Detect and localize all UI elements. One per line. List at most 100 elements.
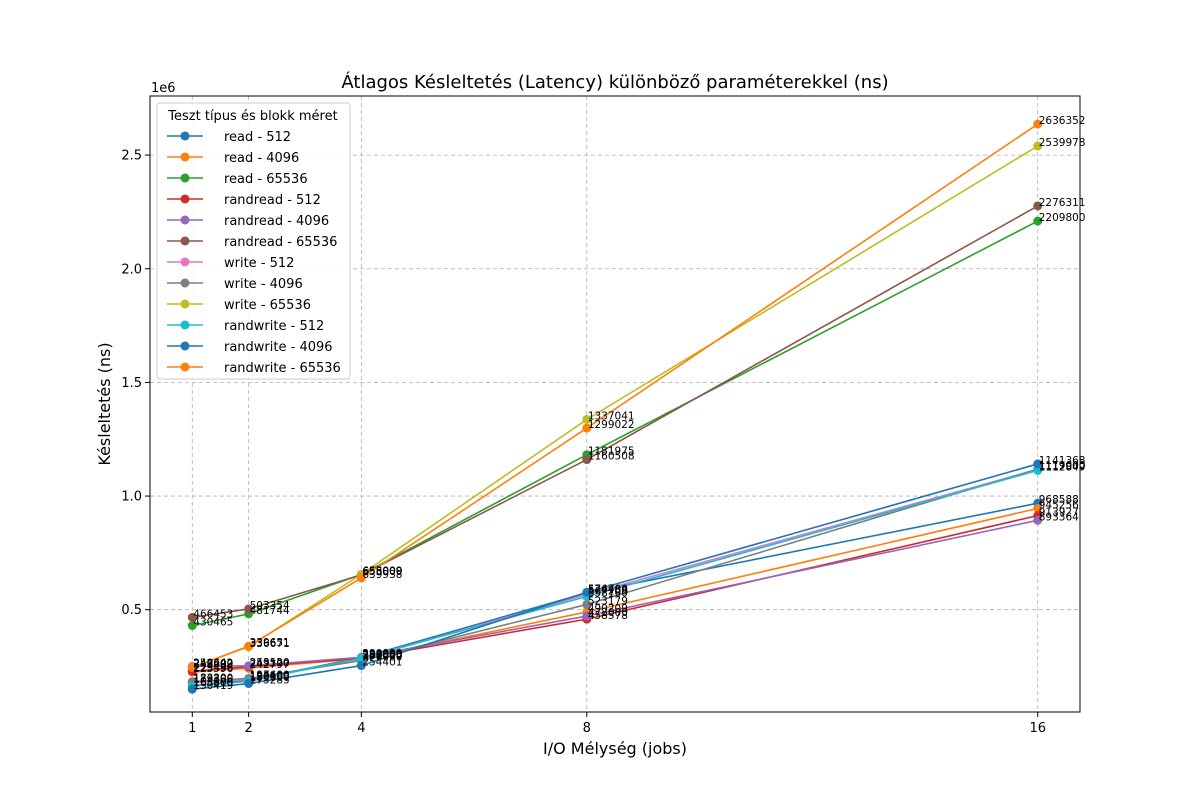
data-label: 1181975 — [588, 446, 635, 458]
legend-label: write - 65536 — [224, 298, 311, 313]
legend-entry: randwrite - 512 — [167, 319, 324, 334]
data-point — [187, 662, 197, 672]
legend-entry: randread - 512 — [167, 193, 321, 208]
data-label: 276000 — [362, 652, 402, 664]
data-label: 893364 — [1039, 511, 1079, 523]
data-label: 289000 — [362, 649, 402, 661]
data-point — [1033, 465, 1043, 475]
data-point — [582, 455, 592, 465]
data-label: 481744 — [250, 605, 290, 617]
data-label: 945256 — [1039, 500, 1079, 512]
legend-label: randread - 4096 — [224, 214, 329, 229]
legend-swatch-marker — [180, 131, 190, 141]
data-label: 229496 — [193, 662, 233, 674]
data-label: 175285 — [250, 675, 290, 687]
legend-entry: read - 4096 — [167, 151, 299, 166]
legend-entry: randwrite - 65536 — [167, 361, 341, 376]
data-label: 283000 — [362, 650, 402, 662]
data-point — [187, 684, 197, 694]
legend-swatch-marker — [180, 152, 190, 162]
data-label: 163800 — [193, 677, 233, 689]
legend-swatch-marker — [180, 362, 190, 372]
data-point — [1033, 459, 1043, 469]
data-label: 253120 — [250, 657, 290, 669]
legend-swatch-marker — [180, 278, 190, 288]
legend-entry: randread - 4096 — [167, 214, 329, 229]
series-randwrite-4096 — [187, 459, 1043, 694]
legend-entry: read - 65536 — [167, 172, 308, 187]
y-tick-label: 1.0 — [121, 490, 142, 505]
data-label: 242797 — [250, 659, 290, 671]
legend-swatch-marker — [180, 320, 190, 330]
y-tick-label: 0.5 — [121, 603, 142, 618]
y-tick-label: 2.0 — [121, 262, 142, 277]
legend: Teszt típus és blokk méret read - 512 rea… — [156, 102, 351, 380]
data-label: 287000 — [362, 649, 402, 661]
y-tick-label: 1.5 — [121, 376, 142, 391]
data-label: 2539978 — [1039, 137, 1086, 149]
data-label: 197600 — [250, 669, 290, 681]
data-point — [1033, 119, 1043, 129]
data-label: 656000 — [362, 565, 402, 577]
series-group — [187, 119, 1043, 694]
data-label: 179200 — [193, 674, 233, 686]
legend-label: randwrite - 4096 — [224, 340, 333, 355]
data-label: 290999 — [362, 648, 402, 660]
data-label: 250642 — [193, 657, 233, 669]
data-label: 655009 — [362, 565, 402, 577]
x-tick-label: 8 — [583, 721, 591, 736]
x-tick-label: 2 — [244, 721, 252, 736]
x-axis-title: I/O Mélység (jobs) — [543, 739, 687, 758]
data-label: 576700 — [588, 583, 628, 595]
data-point — [244, 679, 254, 689]
data-label: 1112849 — [1039, 461, 1086, 473]
legend-swatch-marker — [180, 257, 190, 267]
data-label: 254401 — [362, 657, 402, 669]
data-label: 1337041 — [588, 410, 635, 422]
data-point — [582, 423, 592, 433]
legend-swatch-marker — [180, 194, 190, 204]
data-label: 249500 — [250, 658, 290, 670]
data-point — [582, 414, 592, 424]
data-label: 2276311 — [1039, 197, 1086, 209]
data-label: 339651 — [250, 637, 290, 649]
data-label: 1119000 — [1039, 460, 1086, 472]
legend-swatch-marker — [180, 299, 190, 309]
data-label: 430465 — [193, 617, 233, 629]
data-label: 2209800 — [1039, 212, 1086, 224]
legend-entry: randwrite - 4096 — [167, 340, 333, 355]
data-label: 1117000 — [1039, 460, 1086, 472]
y-tick-label: 2.5 — [121, 149, 142, 164]
data-point — [356, 573, 366, 583]
data-labels: 165500 190100 289000 574484 968588 225596 2427… — [193, 115, 1085, 692]
legend-label: write - 4096 — [224, 277, 303, 292]
data-point — [1033, 216, 1043, 226]
data-label: 336671 — [250, 638, 290, 650]
data-label: 968588 — [1039, 494, 1079, 506]
data-point — [244, 641, 254, 651]
data-label: 247600 — [193, 658, 233, 670]
data-label: 150419 — [193, 680, 233, 692]
legend-label: randread - 512 — [224, 193, 321, 208]
legend-label: read - 512 — [224, 130, 291, 145]
chart-title: Átlagos Késleltetés (Latency) különböző … — [341, 71, 888, 93]
data-label: 183300 — [193, 673, 233, 685]
data-label: 639938 — [362, 569, 402, 581]
legend-swatch-marker — [180, 173, 190, 183]
data-label: 490209 — [588, 603, 628, 615]
data-point — [582, 587, 592, 597]
data-label: 185600 — [250, 672, 290, 684]
plot-frame — [149, 95, 1081, 713]
legend-box — [156, 102, 351, 380]
data-label: 225596 — [193, 663, 233, 675]
data-point — [1033, 141, 1043, 151]
series-randwrite-65536 — [187, 119, 1043, 672]
data-point — [187, 621, 197, 631]
data-point — [582, 599, 592, 609]
data-point — [356, 661, 366, 671]
legend-entry: write - 65536 — [167, 298, 311, 313]
data-label: 567200 — [588, 585, 628, 597]
data-label: 285060 — [362, 650, 402, 662]
data-point — [1033, 504, 1043, 514]
